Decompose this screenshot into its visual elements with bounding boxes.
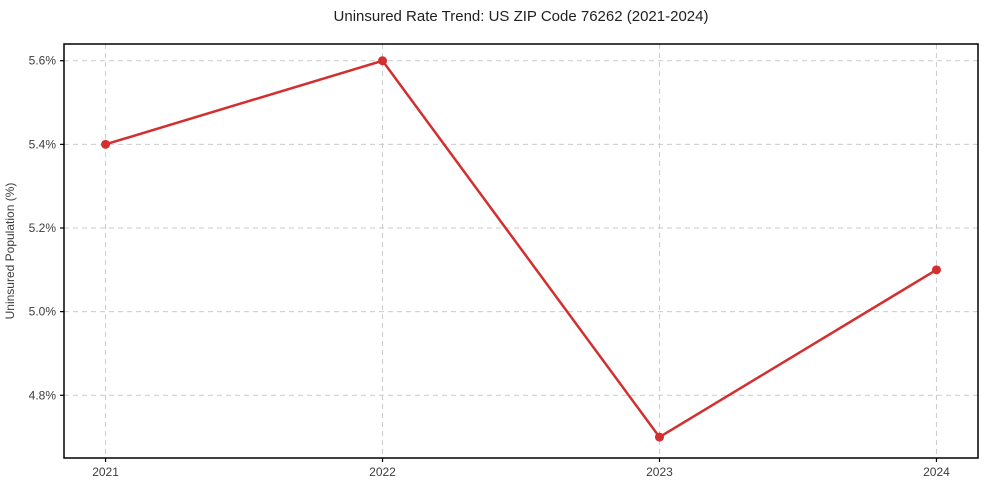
y-tick-label: 4.8% [29,388,57,402]
data-point-marker [378,56,388,66]
x-tick-label: 2023 [646,465,673,479]
y-tick-label: 5.2% [29,221,57,235]
data-point-marker [101,139,111,149]
plot-border [63,43,979,459]
x-tick-label: 2021 [92,465,119,479]
x-tick-label: 2022 [369,465,396,479]
y-axis-label: Uninsured Population (%) [3,183,17,320]
tick-label-layer: 4.8% 5.0% 5.2% 5.4% 5.6% 2021 2022 2023 2024 [29,54,950,479]
grid-layer [64,44,978,458]
x-tick-label: 2024 [923,465,950,479]
data-point-marker [931,265,941,275]
chart-title: Uninsured Rate Trend: US ZIP Code 76262 … [334,8,709,25]
data-point-marker [654,432,664,442]
y-tick-label: 5.0% [29,305,57,319]
y-tick-label: 5.6% [29,54,57,68]
tick-layer [60,60,938,462]
series-line [104,59,938,439]
series-layer [101,56,941,442]
y-tick-label: 5.4% [29,137,57,151]
